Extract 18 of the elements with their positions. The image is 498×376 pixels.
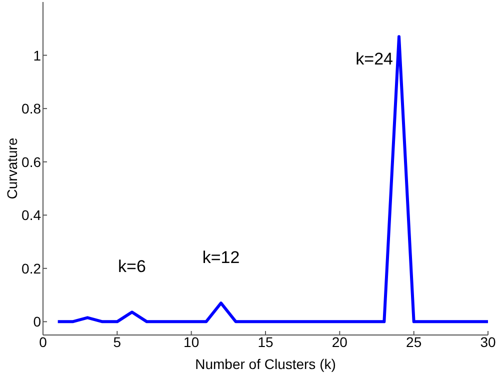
annotation: k=6 bbox=[118, 257, 146, 276]
x-tick-label: 10 bbox=[184, 334, 200, 350]
line-series bbox=[56, 35, 488, 324]
annotation: k=12 bbox=[202, 248, 240, 268]
y-tick-label: 0.6 bbox=[22, 154, 42, 170]
x-tick-label: 15 bbox=[258, 334, 274, 350]
y-tick-label: 0.2 bbox=[22, 260, 42, 276]
y-tick-label: 1 bbox=[33, 47, 42, 64]
x-axis-title: Number of Clusters (k) bbox=[195, 356, 336, 372]
x-tick-label: 30 bbox=[480, 334, 496, 350]
x-tick-label: 5 bbox=[113, 334, 122, 350]
y-axis-title: Curvature bbox=[4, 138, 20, 200]
y-tick-label: 0.4 bbox=[22, 207, 42, 224]
y-tick-label: 0.8 bbox=[22, 100, 42, 117]
y-tick-label: 0 bbox=[33, 314, 42, 330]
annotation: k=24 bbox=[356, 50, 393, 69]
x-tick-label: 20 bbox=[332, 334, 348, 350]
x-tick-label: 25 bbox=[406, 334, 422, 350]
